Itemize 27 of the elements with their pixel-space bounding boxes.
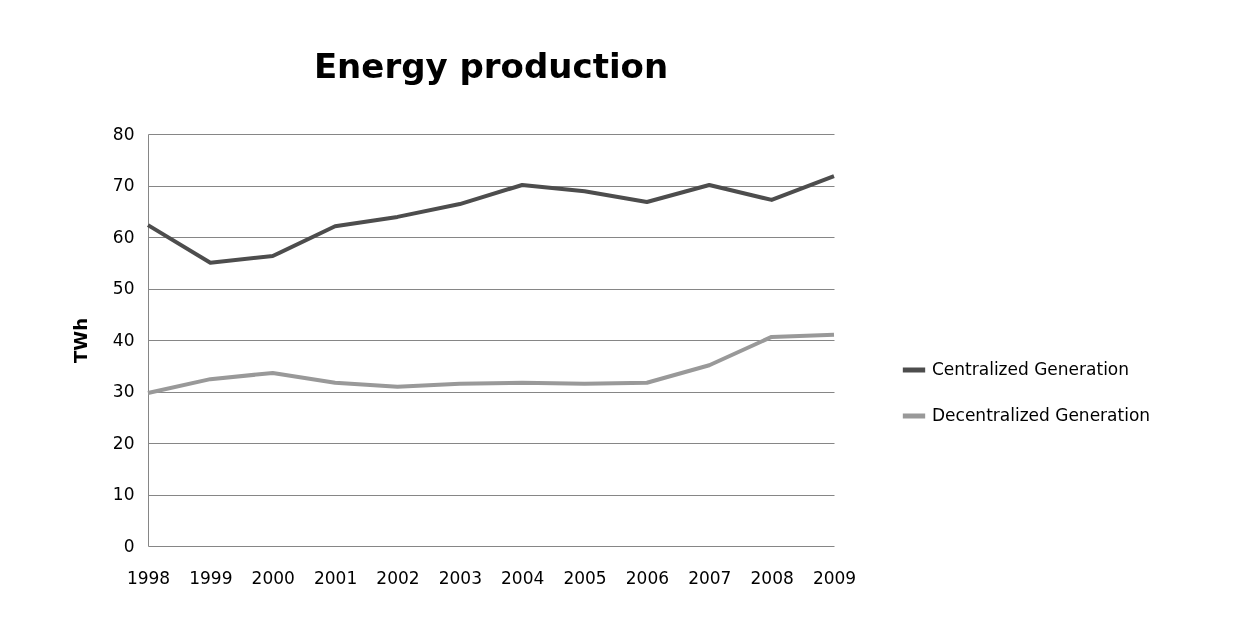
- y-tick-label: 30: [112, 381, 135, 401]
- x-tick-label: 2002: [376, 567, 420, 588]
- legend-label: Decentralized Generation: [932, 405, 1151, 425]
- x-tick-label: 2007: [688, 567, 732, 588]
- y-tick-label: 40: [112, 329, 135, 350]
- x-tick-label: 2003: [438, 567, 482, 588]
- y-tick-label: 60: [112, 226, 135, 247]
- legend-label: Centralized Generation: [932, 359, 1130, 379]
- x-tick-label: 2005: [563, 567, 607, 588]
- x-tick-label: 2006: [625, 567, 670, 588]
- y-tick-label: 20: [112, 432, 135, 453]
- line-series: [146, 174, 836, 265]
- x-tick-label: 2009: [812, 567, 857, 588]
- y-tick-label: 10: [112, 484, 135, 504]
- x-tick-label: 2000: [251, 567, 295, 588]
- line-series: [146, 332, 836, 396]
- y-tick-label: 80: [112, 123, 135, 144]
- y-axis-title: TWh: [69, 318, 91, 363]
- x-tick-label: 1999: [189, 567, 233, 588]
- x-tick-label: 1998: [126, 567, 171, 588]
- y-tick-label: 0: [123, 535, 135, 556]
- x-tick-label: 2004: [501, 567, 545, 588]
- x-tick-label: 2008: [750, 567, 794, 588]
- y-tick-label: 70: [112, 175, 135, 195]
- x-tick-label: 2001: [313, 567, 358, 588]
- y-tick-label: 50: [112, 278, 135, 298]
- chart-title: Energy production: [313, 46, 669, 86]
